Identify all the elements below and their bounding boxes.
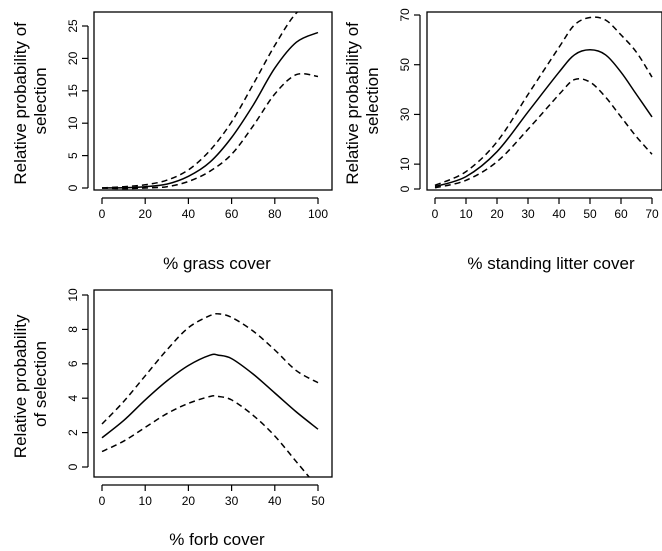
y-tick-label: 5 (66, 152, 80, 159)
x-tick-label: 0 (99, 207, 106, 221)
y-tick-label: 10 (398, 157, 412, 171)
x-tick-label: 30 (521, 207, 535, 221)
y-tick-label: 0 (66, 184, 80, 191)
y-axis-title: Relative probability of selection (11, 17, 50, 184)
plot-frame (93, 11, 333, 191)
plot-frame (93, 289, 333, 478)
x-tick-label: 40 (552, 207, 566, 221)
x-axis-title: % standing litter cover (467, 254, 635, 273)
y-axis-title-line-2: selection (363, 67, 382, 134)
x-axis-title: % grass cover (163, 254, 271, 273)
y-tick-label: 6 (66, 360, 80, 367)
curves (101, 12, 319, 190)
y-axis-title: Relative probability of selection (11, 310, 50, 458)
y-tick-label: 30 (398, 107, 412, 121)
y-axis-title: Relative probability of selection (343, 17, 382, 184)
mean-curve (434, 49, 653, 188)
plot-frame (426, 11, 662, 191)
x-tick-label: 20 (182, 494, 196, 508)
confidence-bound-curve (101, 395, 311, 477)
y-tick-label: 10 (66, 288, 80, 302)
y-axis-title-line-2: of selection (31, 341, 50, 427)
y-tick-label: 50 (398, 58, 412, 72)
confidence-bound-curve (434, 77, 653, 189)
y-tick-label: 8 (66, 326, 80, 333)
confidence-bound-curve (434, 16, 653, 186)
x-tick-label: 50 (311, 494, 325, 508)
x-tick-label: 60 (225, 207, 239, 221)
x-tick-label: 80 (268, 207, 282, 221)
x-tick-label: 40 (268, 494, 282, 508)
curves (434, 16, 653, 189)
y-axis-title-line-1: Relative probability of (343, 22, 362, 185)
x-tick-label: 100 (308, 207, 328, 221)
y-tick-label: 25 (66, 19, 80, 33)
x-tick-label: 20 (490, 207, 504, 221)
x-axis-title: % forb cover (169, 530, 265, 549)
x-axis: 0 10 20 30 40 50 60 70 (432, 197, 659, 221)
x-axis: 0 20 40 60 80 100 (99, 197, 328, 221)
y-tick-label: 4 (66, 395, 80, 402)
y-tick-label: 10 (66, 116, 80, 130)
x-axis: 0 10 20 30 40 50 (99, 484, 325, 508)
x-tick-label: 0 (432, 207, 439, 221)
x-tick-label: 20 (139, 207, 153, 221)
confidence-bound-curve (101, 72, 319, 190)
y-axis: 0 5 10 15 20 25 (66, 19, 89, 191)
y-tick-label: 2 (66, 429, 80, 436)
y-axis-title-line-2: selection (31, 67, 50, 134)
panel-forb-cover: 0 10 20 30 40 50 0 2 4 6 8 10 % forb cover Relativ… (11, 288, 333, 549)
curves (101, 312, 319, 477)
confidence-bound-curve (101, 12, 299, 189)
x-tick-label: 50 (583, 207, 597, 221)
y-tick-label: 15 (66, 84, 80, 98)
x-tick-label: 70 (645, 207, 659, 221)
y-axis-title-line-1: Relative probability of (11, 22, 30, 185)
x-tick-label: 10 (139, 494, 153, 508)
y-axis: 0 2 4 6 8 10 (66, 288, 89, 470)
y-axis: 0 10 30 50 70 (398, 8, 421, 192)
y-tick-label: 70 (398, 8, 412, 22)
mean-curve (101, 31, 319, 189)
mean-curve (101, 353, 319, 439)
x-tick-label: 40 (182, 207, 196, 221)
panel-standing-litter-cover: 0 10 20 30 40 50 60 70 0 10 30 50 70 % standing lit… (343, 8, 662, 273)
confidence-bound-curve (101, 312, 319, 425)
y-tick-label: 0 (66, 463, 80, 470)
x-tick-label: 30 (225, 494, 239, 508)
x-tick-label: 60 (614, 207, 628, 221)
y-tick-label: 0 (398, 185, 412, 192)
panel-grass-cover: 0 20 40 60 80 100 0 5 10 15 20 25 % grass cover Re… (11, 11, 333, 273)
x-tick-label: 10 (459, 207, 473, 221)
y-axis-title-line-1: Relative probability (11, 314, 30, 458)
y-tick-label: 20 (66, 51, 80, 65)
x-tick-label: 0 (99, 494, 106, 508)
